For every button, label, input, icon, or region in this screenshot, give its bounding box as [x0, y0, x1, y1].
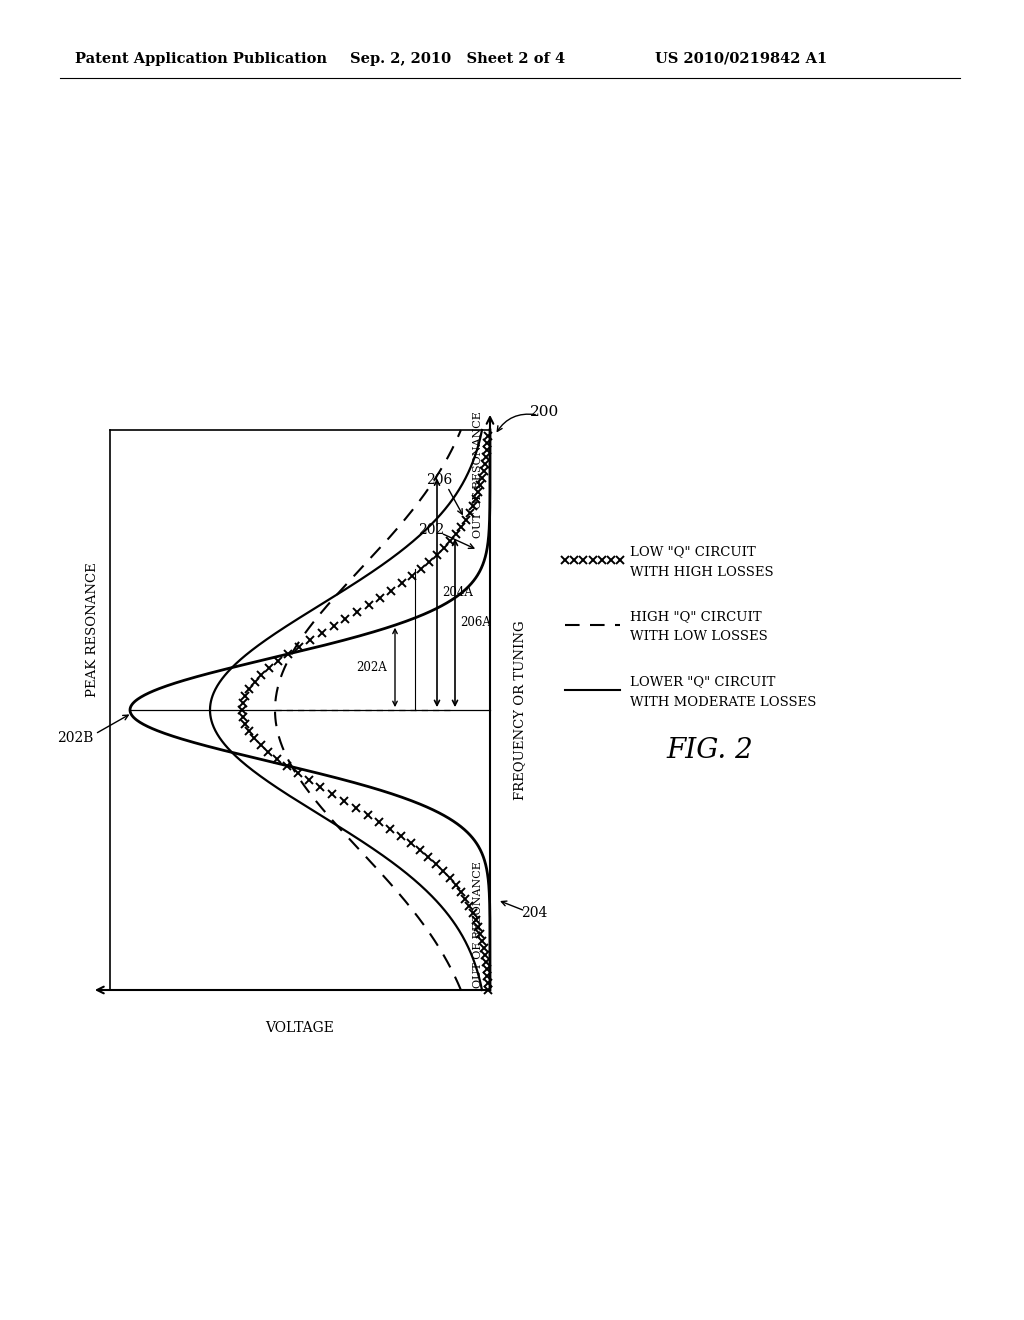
Text: WITH HIGH LOSSES: WITH HIGH LOSSES	[630, 565, 773, 578]
Text: 206: 206	[426, 473, 453, 487]
Text: US 2010/0219842 A1: US 2010/0219842 A1	[655, 51, 827, 66]
Text: WITH LOW LOSSES: WITH LOW LOSSES	[630, 631, 768, 644]
Text: HIGH "Q" CIRCUIT: HIGH "Q" CIRCUIT	[630, 610, 762, 623]
Text: 202: 202	[418, 523, 443, 537]
Text: LOWER "Q" CIRCUIT: LOWER "Q" CIRCUIT	[630, 676, 775, 689]
Text: VOLTAGE: VOLTAGE	[265, 1020, 335, 1035]
Text: Sep. 2, 2010   Sheet 2 of 4: Sep. 2, 2010 Sheet 2 of 4	[350, 51, 565, 66]
Text: 206A: 206A	[460, 616, 490, 630]
Text: OUT OF RESONANCE: OUT OF RESONANCE	[473, 862, 483, 989]
Text: LOW "Q" CIRCUIT: LOW "Q" CIRCUIT	[630, 545, 756, 558]
Text: 204: 204	[521, 906, 548, 920]
Text: 204A: 204A	[442, 586, 473, 599]
Text: Patent Application Publication: Patent Application Publication	[75, 51, 327, 66]
Text: PEAK RESONANCE: PEAK RESONANCE	[85, 562, 98, 697]
Text: 202B: 202B	[56, 731, 93, 744]
Text: OUT OF RESONANCE: OUT OF RESONANCE	[473, 412, 483, 539]
Text: WITH MODERATE LOSSES: WITH MODERATE LOSSES	[630, 696, 816, 709]
Text: 200: 200	[530, 405, 560, 418]
Text: FIG. 2: FIG. 2	[667, 737, 754, 763]
Text: 202A: 202A	[356, 661, 387, 675]
Text: FREQUENCY OR TUNING: FREQUENCY OR TUNING	[513, 620, 526, 800]
